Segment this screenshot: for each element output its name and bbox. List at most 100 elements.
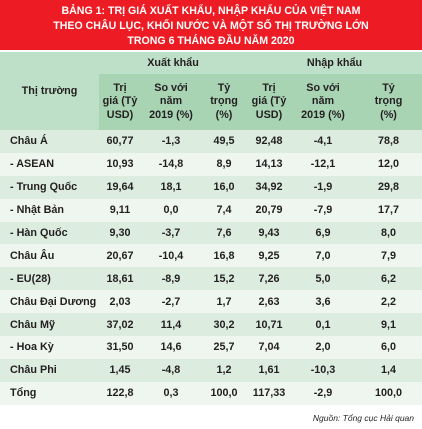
export-share-cell: 7,4: [201, 198, 247, 222]
import-change-cell: -7,9: [291, 198, 355, 222]
import-value-cell: 92,48: [247, 130, 291, 153]
export-share-cell: 30,2: [201, 313, 247, 337]
import-value-cell: 9,43: [247, 221, 291, 245]
import-share-cell: 9,1: [355, 313, 422, 337]
table-row: - Hoa Kỳ 31,50 14,6 25,7 7,04 2,0 6,0: [0, 336, 422, 359]
table-row: Châu Âu 20,67 -10,4 16,8 9,25 7,0 7,9: [0, 244, 422, 268]
title-line-2: THEO CHÂU LỤC, KHỐI NƯỚC VÀ MỘT SỐ THỊ T…: [53, 20, 369, 32]
export-change-cell: 0,3: [141, 381, 201, 405]
import-change-cell: -12,1: [291, 152, 355, 176]
market-name-cell: - Hàn Quốc: [0, 221, 99, 245]
market-name-cell: Châu Mỹ: [0, 313, 99, 337]
import-value-cell: 7,04: [247, 336, 291, 359]
market-name-cell: Tổng: [0, 381, 99, 405]
export-share-cell: 7,6: [201, 221, 247, 245]
import-group-header: Nhập khẩu: [247, 52, 422, 74]
table-row: Châu Phi 1,45 -4,8 1,2 1,61 -10,3 1,4: [0, 358, 422, 382]
market-header: Thị trường: [0, 52, 99, 130]
import-share-header: Tỷ trọng (%): [355, 74, 422, 130]
export-share-cell: 8,9: [201, 152, 247, 176]
import-share-cell: 100,0: [355, 381, 422, 405]
export-change-cell: 11,4: [141, 313, 201, 337]
source-note: Nguồn: Tổng cục Hải quan: [312, 413, 414, 423]
export-value-cell: 1,45: [99, 358, 141, 382]
export-value-cell: 60,77: [99, 130, 141, 153]
table-title: BẢNG 1: TRỊ GIÁ XUẤT KHẨU, NHẬP KHẨU CỦA…: [0, 0, 422, 50]
import-value-cell: 2,63: [247, 290, 291, 314]
export-value-cell: 10,93: [99, 152, 141, 176]
export-share-cell: 100,0: [201, 381, 247, 405]
import-share-cell: 78,8: [355, 130, 422, 153]
export-value-cell: 19,64: [99, 175, 141, 199]
export-share-cell: 1,7: [201, 290, 247, 314]
import-value-header: Trị giá (Tỷ USD): [247, 74, 291, 130]
export-value-cell: 9,30: [99, 221, 141, 245]
export-change-cell: 0,0: [141, 198, 201, 222]
import-value-cell: 34,92: [247, 175, 291, 199]
export-value-cell: 31,50: [99, 336, 141, 359]
export-value-cell: 9,11: [99, 198, 141, 222]
export-change-cell: -14,8: [141, 152, 201, 176]
import-change-cell: -1,9: [291, 175, 355, 199]
export-share-cell: 25,7: [201, 336, 247, 359]
export-value-cell: 20,67: [99, 244, 141, 268]
export-change-cell: 18,1: [141, 175, 201, 199]
table-row: - EU(28) 18,61 -8,9 15,2 7,26 5,0 6,2: [0, 267, 422, 291]
export-change-cell: -8,9: [141, 267, 201, 291]
market-name-cell: - ASEAN: [0, 152, 99, 176]
export-share-cell: 15,2: [201, 267, 247, 291]
export-value-header: Trị giá (Tỷ USD): [99, 74, 141, 130]
market-name-cell: - Hoa Kỳ: [0, 336, 99, 359]
export-share-cell: 1,2: [201, 358, 247, 382]
market-name-cell: Châu Phi: [0, 358, 99, 382]
title-line-1: BẢNG 1: TRỊ GIÁ XUẤT KHẨU, NHẬP KHẨU CỦA…: [61, 5, 361, 17]
market-name-cell: Châu Đại Dương: [0, 290, 99, 314]
import-share-cell: 2,2: [355, 290, 422, 314]
import-share-cell: 6,2: [355, 267, 422, 291]
import-share-cell: 12,0: [355, 152, 422, 176]
export-share-cell: 16,8: [201, 244, 247, 268]
import-value-cell: 20,79: [247, 198, 291, 222]
table-row: Tổng 122,8 0,3 100,0 117,33 -2,9 100,0: [0, 381, 422, 405]
export-change-cell: 14,6: [141, 336, 201, 359]
table-body: Châu Á 60,77 -1,3 49,5 92,48 -4,1 78,8- ASEAN 1…: [0, 130, 422, 405]
import-share-cell: 7,9: [355, 244, 422, 268]
export-value-cell: 122,8: [99, 381, 141, 405]
table-row: - Hàn Quốc 9,30 -3,7 7,6 9,43 6,9 8,0: [0, 221, 422, 245]
import-change-cell: 6,9: [291, 221, 355, 245]
export-vs2019-header: So với năm 2019 (%): [141, 74, 201, 130]
export-share-cell: 49,5: [201, 130, 247, 153]
export-value-cell: 37,02: [99, 313, 141, 337]
market-name-cell: - EU(28): [0, 267, 99, 291]
title-line-3: TRONG 6 THÁNG ĐẦU NĂM 2020: [127, 35, 295, 47]
table-row: - Trung Quốc 19,64 18,1 16,0 34,92 -1,9 29,8: [0, 175, 422, 199]
import-change-cell: 2,0: [291, 336, 355, 359]
import-share-cell: 6,0: [355, 336, 422, 359]
import-value-cell: 7,26: [247, 267, 291, 291]
export-group-header: Xuất khẩu: [99, 52, 247, 74]
export-change-cell: -4,8: [141, 358, 201, 382]
table-row: Châu Á 60,77 -1,3 49,5 92,48 -4,1 78,8: [0, 130, 422, 153]
trade-table: Thị trường Xuất khẩu Nhập khẩu Trị giá (…: [0, 52, 422, 405]
export-change-cell: -2,7: [141, 290, 201, 314]
export-share-cell: 16,0: [201, 175, 247, 199]
import-value-cell: 117,33: [247, 381, 291, 405]
market-name-cell: Châu Á: [0, 130, 99, 153]
market-name-cell: - Nhật Bản: [0, 198, 99, 222]
table-row: - Nhật Bản 9,11 0,0 7,4 20,79 -7,9 17,7: [0, 198, 422, 222]
export-share-header: Tỷ trọng (%): [201, 74, 247, 130]
import-change-cell: 5,0: [291, 267, 355, 291]
table-row: Châu Mỹ 37,02 11,4 30,2 10,71 0,1 9,1: [0, 313, 422, 337]
import-change-cell: 7,0: [291, 244, 355, 268]
import-change-cell: 0,1: [291, 313, 355, 337]
export-change-cell: -1,3: [141, 130, 201, 153]
import-value-cell: 1,61: [247, 358, 291, 382]
import-share-cell: 17,7: [355, 198, 422, 222]
import-share-cell: 8,0: [355, 221, 422, 245]
import-vs2019-header: So với năm 2019 (%): [291, 74, 355, 130]
import-value-cell: 10,71: [247, 313, 291, 337]
import-change-cell: -4,1: [291, 130, 355, 153]
market-name-cell: Châu Âu: [0, 244, 99, 268]
table-row: Châu Đại Dương 2,03 -2,7 1,7 2,63 3,6 2,2: [0, 290, 422, 314]
import-share-cell: 1,4: [355, 358, 422, 382]
